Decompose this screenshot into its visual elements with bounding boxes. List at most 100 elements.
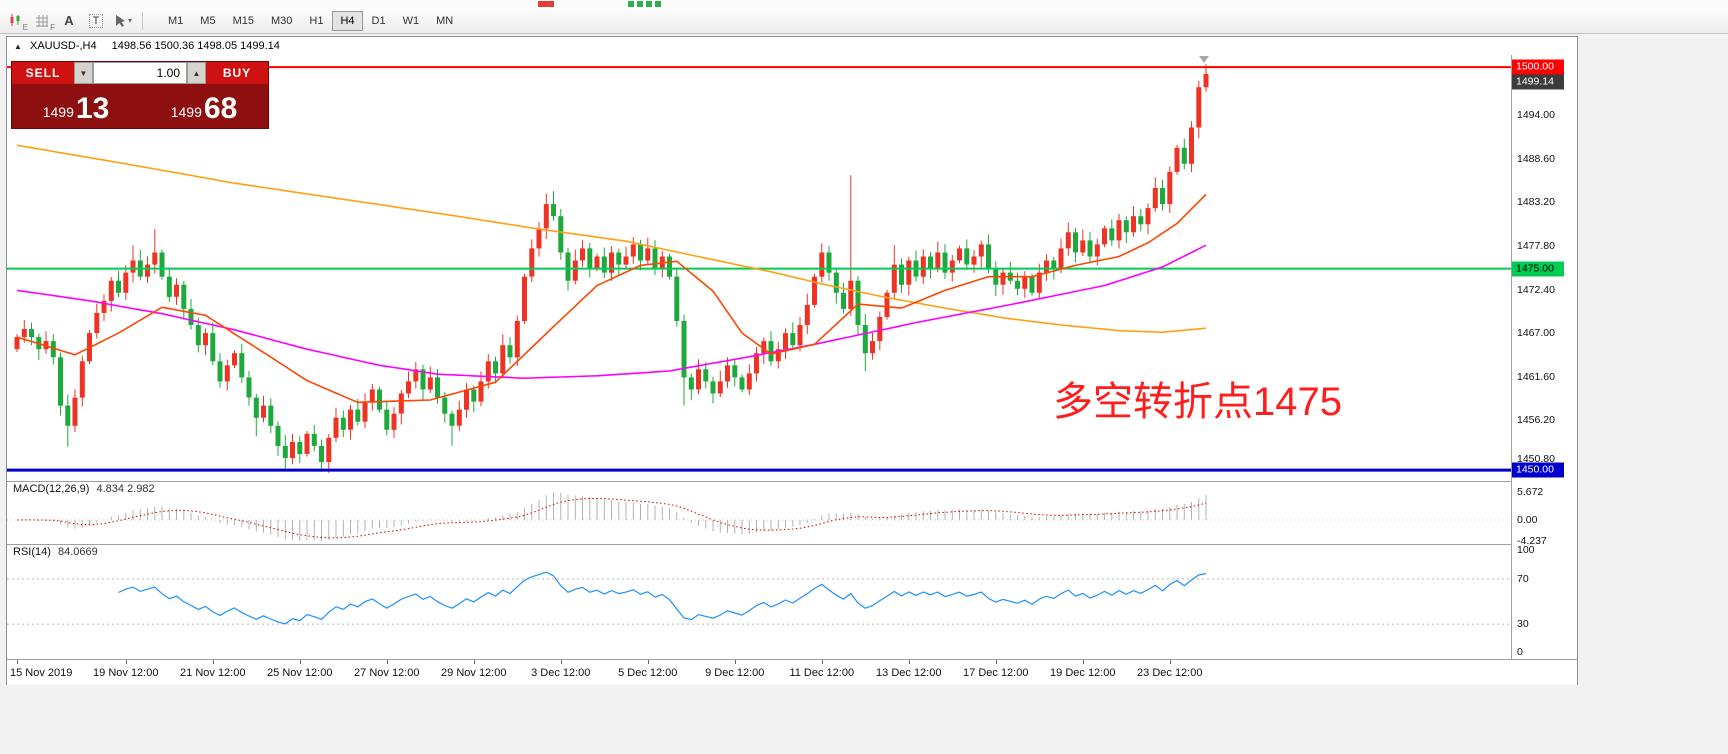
timeframe-button-w1[interactable]: W1 <box>402 14 420 27</box>
price-axis-label: 1494.00 <box>1517 109 1555 122</box>
price-tag-1450.00: 1450.00 <box>1512 462 1564 478</box>
time-axis-tick <box>560 660 562 664</box>
cursor-arrow-icon <box>115 14 125 27</box>
time-axis-label: 5 Dec 12:00 <box>618 667 678 679</box>
macd-axis-label: 5.672 <box>1517 486 1544 499</box>
bid-price-display: 1499 13 <box>12 84 140 128</box>
chart-template-icon[interactable]: E <box>3 11 28 32</box>
text-box-icon[interactable]: T <box>84 11 108 31</box>
price-axis-label: 1472.40 <box>1517 283 1555 296</box>
macd-panel[interactable]: MACD(12,26,9) 4.834 2.982 <box>7 482 1511 544</box>
time-axis-tick <box>212 660 214 664</box>
timeframe-button-d1[interactable]: D1 <box>371 14 386 27</box>
rsi-axis-label: 70 <box>1517 572 1529 585</box>
panel-separator[interactable] <box>7 544 1577 545</box>
timeframe-button-h1[interactable]: H1 <box>309 14 324 27</box>
volume-down-button[interactable]: ▼ <box>74 62 93 84</box>
main-chart-canvas[interactable] <box>7 55 1511 481</box>
time-axis-label: 17 Dec 12:00 <box>963 667 1029 679</box>
sell-button[interactable]: SELL <box>12 62 74 84</box>
macd-canvas <box>7 492 1511 541</box>
letter-a-glyph: A <box>64 13 74 28</box>
timeframe-button-m5[interactable]: M5 <box>200 14 216 27</box>
volume-up-button[interactable]: ▲ <box>187 62 206 84</box>
time-axis-label: 21 Nov 12:00 <box>180 667 246 679</box>
chart-shift-marker-icon <box>1199 56 1209 63</box>
rsi-axis-label: 100 <box>1517 544 1535 556</box>
cursor-tools-icon[interactable]: ▾ <box>111 11 135 31</box>
letter-t-glyph: T <box>88 13 104 28</box>
one-click-panel-toggle-icon[interactable]: ▲ <box>14 42 22 51</box>
time-axis-tick <box>1082 660 1084 664</box>
toolbar-separator <box>142 11 143 30</box>
timeframe-button-h4[interactable]: H4 <box>332 10 363 31</box>
time-axis-label: 19 Dec 12:00 <box>1050 667 1116 679</box>
price-axis-border <box>1511 55 1512 659</box>
menu-bar-fragment <box>0 0 1728 8</box>
panel-separator[interactable] <box>7 481 1577 482</box>
timeframe-button-mn[interactable]: MN <box>436 14 454 27</box>
menu-fragment-icon <box>538 1 554 7</box>
time-axis-tick <box>17 660 18 664</box>
candlestick-chart-icon <box>10 14 19 26</box>
rsi-axis-label: 30 <box>1517 618 1529 631</box>
macd-axis-label: -4.237 <box>1517 534 1547 547</box>
chart-annotation: 多空转折点1475 <box>1053 380 1342 424</box>
time-axis-tick <box>473 660 475 664</box>
buy-button[interactable]: BUY <box>206 62 268 84</box>
toolbar: E F A T ▾ M1 M5 M15 M30 H1 H4 D1 W1 MN <box>0 8 1728 34</box>
chart-title-bar: ▲ XAUUSD-,H4 1498.56 1500.36 1498.05 149… <box>7 37 1577 55</box>
price-axis-label: 1461.60 <box>1517 370 1555 383</box>
time-axis-tick <box>734 660 736 664</box>
price-axis-label: 1456.20 <box>1517 414 1555 427</box>
ask-price-main: 1499 <box>170 104 202 120</box>
chart-symbol-title: XAUUSD-,H4 <box>29 40 97 52</box>
rsi-panel[interactable]: RSI(14) 84.0669 <box>7 545 1511 659</box>
time-axis-label: 13 Dec 12:00 <box>876 667 942 679</box>
time-axis-label: 11 Dec 12:00 <box>789 667 855 679</box>
price-axis-label: 1450.80 <box>1517 452 1555 465</box>
time-axis-tick <box>647 660 649 664</box>
time-axis-tick <box>995 660 997 664</box>
time-axis[interactable]: 15 Nov 2019 19 Nov 12:00 21 Nov 12:00 25 No… <box>7 660 1577 685</box>
time-axis-label: 9 Dec 12:00 <box>705 667 765 679</box>
price-tag-1500.00: 1500.00 <box>1512 59 1564 75</box>
one-click-trading-panel: SELL ▼ ▲ BUY 1499 13 1499 68 <box>11 61 269 129</box>
grid-icon[interactable]: F <box>30 11 55 32</box>
price-axis-label: 1467.00 <box>1517 327 1555 340</box>
time-axis-label: 19 Nov 12:00 <box>93 667 159 679</box>
current-price-tag: 1499.14 <box>1512 74 1564 90</box>
time-axis-label: 29 Nov 12:00 <box>441 667 507 679</box>
time-axis-label: 27 Nov 12:00 <box>354 667 420 679</box>
menu-fragment-icon <box>628 1 664 7</box>
price-axis-label: 1477.80 <box>1517 240 1555 253</box>
timeframe-button-m15[interactable]: M15 <box>232 14 254 27</box>
time-axis-tick <box>908 660 910 664</box>
chart-ohlc-values: 1498.56 1500.36 1498.05 1499.14 <box>111 40 280 52</box>
bid-price-main: 1499 <box>42 104 74 120</box>
time-axis-tick <box>821 660 823 664</box>
price-tag-1475.00: 1475.00 <box>1512 261 1564 277</box>
macd-values: 4.834 2.982 <box>96 483 155 495</box>
rsi-header: RSI(14) 84.0669 <box>13 546 98 558</box>
main-chart-area[interactable]: 多空转折点1475 SELL ▼ ▲ BUY 1499 13 1499 68 <box>7 55 1511 481</box>
time-axis-tick <box>1169 660 1171 664</box>
chevron-down-icon: ▾ <box>127 16 132 25</box>
volume-input[interactable] <box>93 62 187 84</box>
timeframe-bar: M1 M5 M15 M30 H1 H4 D1 W1 MN <box>160 10 462 31</box>
time-axis-tick <box>386 660 388 664</box>
time-axis-tick <box>299 660 301 664</box>
price-axis-label: 1483.20 <box>1517 196 1555 209</box>
timeframe-button-m1[interactable]: M1 <box>168 14 184 27</box>
rsi-axis-label: 0 <box>1517 646 1523 658</box>
timeframe-button-m30[interactable]: M30 <box>270 14 293 27</box>
ask-price-pips: 68 <box>203 92 238 125</box>
price-axis[interactable]: 1494.00 1488.60 1483.20 1477.80 1472.40 1467.… <box>1512 55 1577 659</box>
text-label-icon[interactable]: A <box>57 11 81 31</box>
macd-name: MACD(12,26,9) <box>13 483 90 495</box>
rsi-value: 84.0669 <box>57 546 98 558</box>
panel-separator <box>7 659 1577 660</box>
rsi-name: RSI(14) <box>13 546 51 558</box>
chart-window: ▲ XAUUSD-,H4 1498.56 1500.36 1498.05 149… <box>6 36 1578 685</box>
icon-sub-label: E <box>22 22 28 32</box>
